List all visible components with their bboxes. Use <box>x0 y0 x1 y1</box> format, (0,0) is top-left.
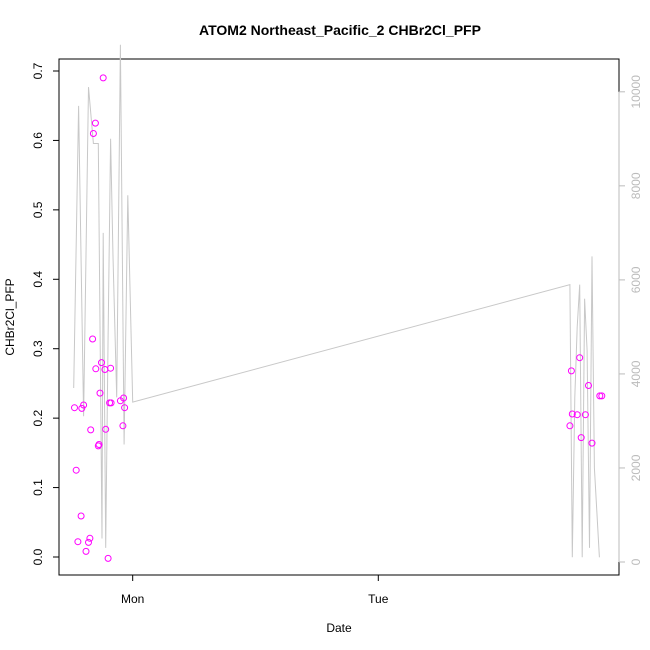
y-axis-label: CHBr2Cl_PFP <box>3 278 17 355</box>
y2-tick-label: 2000 <box>629 454 643 481</box>
y2-tick-label: 10000 <box>629 75 643 109</box>
data-point <box>568 410 576 418</box>
data-point <box>80 401 88 409</box>
y2-tick-label: 6000 <box>629 266 643 293</box>
data-point <box>92 365 100 373</box>
data-point <box>74 538 82 546</box>
y2-tick-label: 0 <box>629 558 643 565</box>
data-point <box>119 422 127 430</box>
data-point <box>77 512 85 520</box>
line-series-layer <box>73 44 600 558</box>
y2-tick-label: 8000 <box>629 172 643 199</box>
y-tick-label: 0.3 <box>31 340 45 357</box>
y-tick-label: 0.5 <box>31 201 45 218</box>
data-point <box>596 392 604 400</box>
y-tick-label: 0.4 <box>31 271 45 288</box>
data-point <box>107 399 115 407</box>
data-point <box>71 404 78 412</box>
data-point <box>566 422 574 430</box>
data-point <box>86 534 94 542</box>
data-point <box>89 335 97 343</box>
data-point <box>72 466 80 474</box>
data-point <box>87 426 95 434</box>
series-line-0 <box>73 44 600 558</box>
x-tick-label: Mon <box>121 592 144 606</box>
data-point <box>96 389 104 397</box>
data-point <box>121 404 129 412</box>
data-point <box>89 130 97 137</box>
left-y-axis: 0.0 0.1 0.2 0.3 0.4 0.5 0.6 0.7 <box>31 62 60 565</box>
data-point <box>107 364 115 372</box>
x-axis-label: Date <box>326 621 352 635</box>
data-point <box>576 354 584 362</box>
plot-frame <box>58 58 620 576</box>
x-axis: Mon Tue <box>121 574 389 606</box>
data-point <box>598 392 606 400</box>
data-point <box>104 554 112 562</box>
y-tick-label: 0.7 <box>31 62 45 79</box>
data-point <box>98 359 105 367</box>
y-tick-label: 0.2 <box>31 409 45 426</box>
data-point <box>91 119 99 127</box>
y-tick-label: 0.1 <box>31 479 45 496</box>
y2-tick-label: 4000 <box>629 360 643 387</box>
x-tick-label: Tue <box>368 592 389 606</box>
data-point <box>581 411 589 419</box>
point-series-layer <box>71 74 606 562</box>
data-point <box>78 404 86 412</box>
right-y-axis: 0 2000 4000 6000 8000 10000 <box>618 75 643 565</box>
y-tick-label: 0.0 <box>31 548 45 565</box>
data-point <box>102 425 110 433</box>
data-point <box>85 538 92 546</box>
data-point <box>577 434 585 442</box>
data-point <box>82 547 90 555</box>
data-point <box>573 411 581 419</box>
data-point <box>588 439 596 447</box>
data-point <box>95 441 103 448</box>
chart-title: ATOM2 Northeast_Pacific_2 CHBr2Cl_PFP <box>199 22 481 38</box>
data-point <box>567 367 575 375</box>
data-point <box>120 394 128 402</box>
data-point <box>99 74 107 82</box>
y-tick-label: 0.6 <box>31 132 45 149</box>
data-point <box>585 382 592 389</box>
